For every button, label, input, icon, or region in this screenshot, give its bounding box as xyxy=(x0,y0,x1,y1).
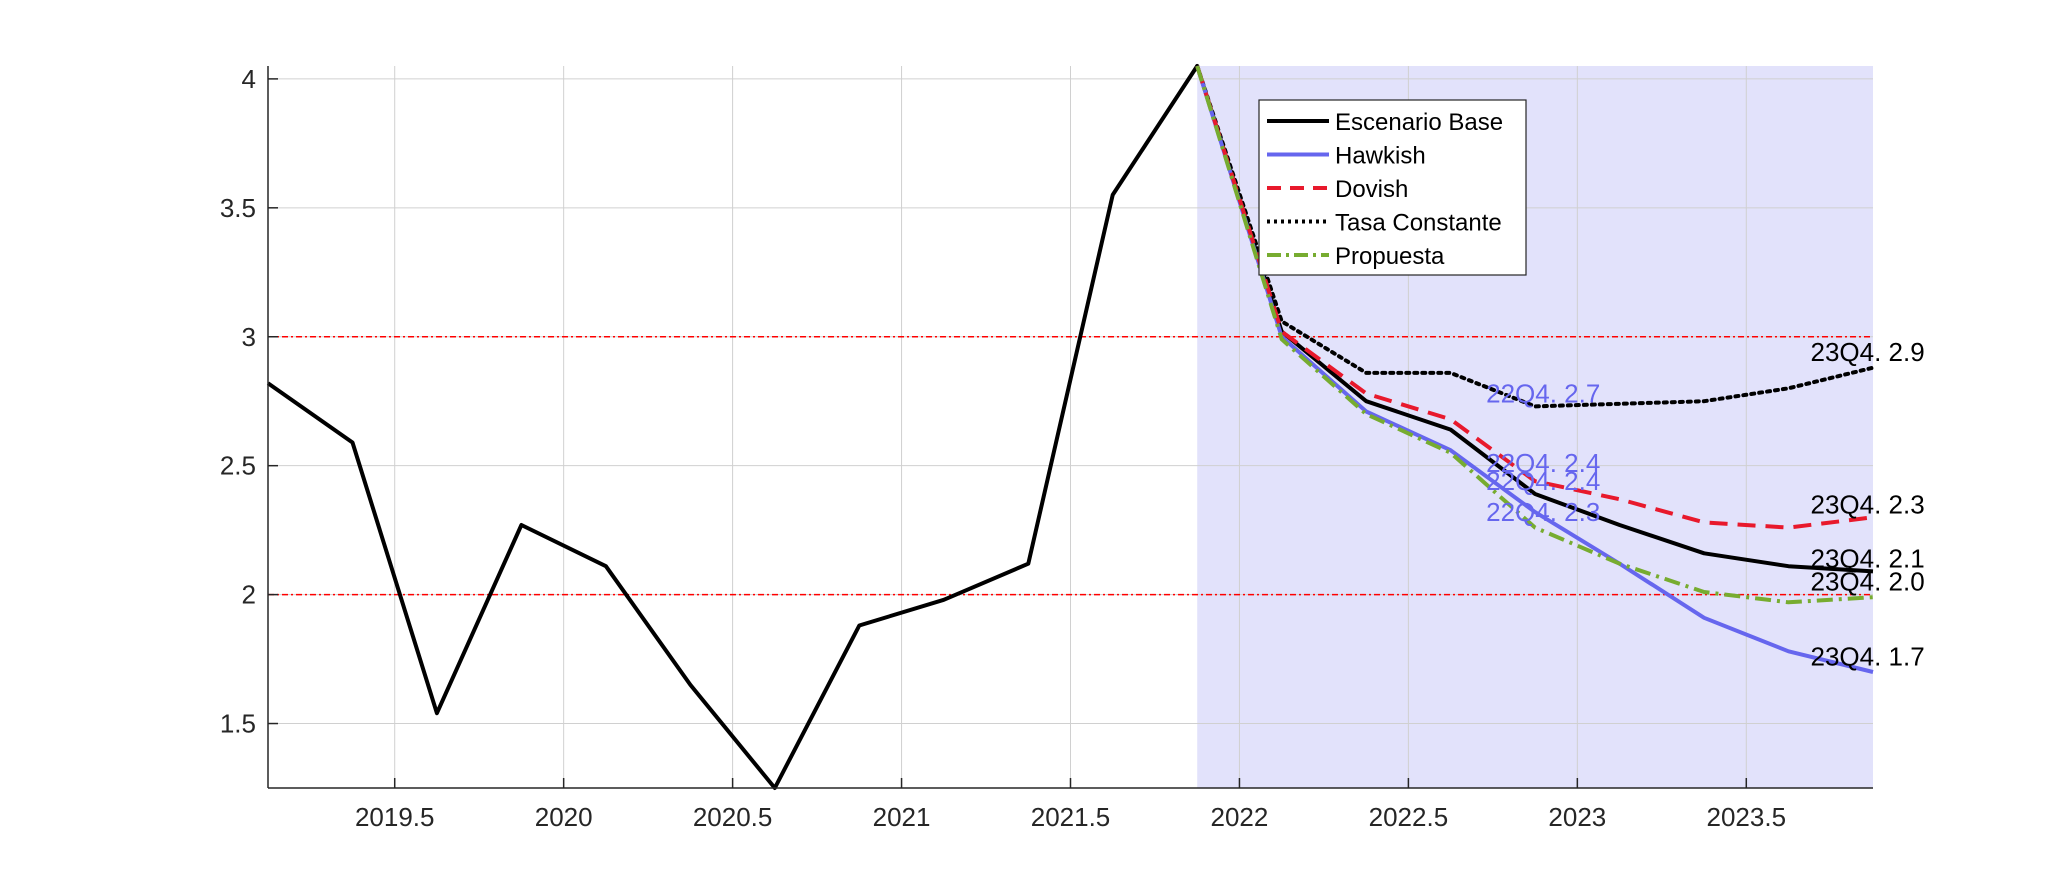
legend: Escenario Base Hawkish Dovish Tasa Constant… xyxy=(1258,99,1527,276)
x-tick-label: 2021.5 xyxy=(1031,802,1111,832)
series-line-escenario-base xyxy=(266,64,1874,790)
x-tick-label: 2022 xyxy=(1211,802,1269,832)
y-tick-label: 2 xyxy=(242,580,256,610)
x-tick-label: 2022.5 xyxy=(1369,802,1449,832)
legend-label: Propuesta xyxy=(1335,243,1445,270)
y-tick-label: 4 xyxy=(242,64,256,94)
y-tick-label: 1.5 xyxy=(220,709,256,739)
series-line-dovish xyxy=(1195,65,1874,530)
data-annotation: 23Q4. 2.3 xyxy=(1810,489,1924,519)
data-annotation: 22Q4. 2.3 xyxy=(1486,497,1600,527)
series-line-tasa-constante xyxy=(1195,64,1875,409)
data-annotation: 23Q4. 2.1 xyxy=(1810,544,1924,574)
target-band-lines xyxy=(268,336,1873,596)
y-tick-label: 3.5 xyxy=(220,193,256,223)
data-annotation: 22Q4. 2.4 xyxy=(1486,448,1600,478)
data-annotation: 22Q4. 2.7 xyxy=(1486,378,1600,408)
x-tick-label: 2020 xyxy=(535,802,593,832)
data-annotation: 23Q4. 2.0 xyxy=(1810,567,1924,597)
x-tick-label: 2023 xyxy=(1548,802,1606,832)
x-tick-label: 2020.5 xyxy=(693,802,773,832)
y-tick-label: 2.5 xyxy=(220,451,256,481)
x-tick-label: 2021 xyxy=(873,802,931,832)
x-tick-label: 2019.5 xyxy=(355,802,435,832)
data-annotation: 22Q4. 2.4 xyxy=(1486,466,1600,496)
data-annotation: 23Q4. 2.9 xyxy=(1810,337,1924,367)
series-line-propuesta xyxy=(1195,65,1874,605)
x-tick-label: 2023.5 xyxy=(1707,802,1787,832)
legend-label: Dovish xyxy=(1335,176,1408,203)
legend-label: Escenario Base xyxy=(1335,109,1503,136)
y-tick-label: 3 xyxy=(242,322,256,352)
legend-label: Hawkish xyxy=(1335,143,1426,170)
data-annotation: 23Q4. 1.7 xyxy=(1810,641,1924,671)
series-lines xyxy=(266,64,1875,790)
x-axis-ticks: 2019.5 2020 2020.5 2021 2021.5 2022 2022.5 2023… xyxy=(355,778,1786,832)
y-axis-ticks: 1.5 2 2.5 3 3.5 4 xyxy=(220,64,278,739)
legend-label: Tasa Constante xyxy=(1335,210,1502,237)
